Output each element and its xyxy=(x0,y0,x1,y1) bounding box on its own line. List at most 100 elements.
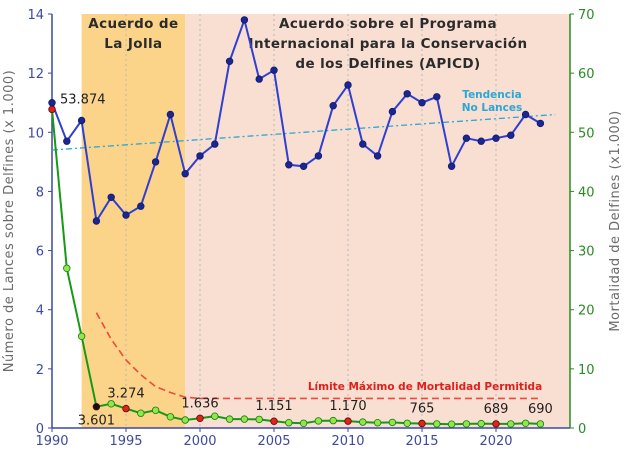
trend-line xyxy=(51,113,556,151)
y-left-tick-label: 0 xyxy=(36,422,44,437)
data-series xyxy=(48,16,545,428)
y-right-tick-label: 20 xyxy=(578,304,595,319)
series-point-lances xyxy=(521,110,530,119)
trend-line-label: Tendencia xyxy=(462,89,521,101)
series-point-lances xyxy=(492,134,500,142)
series-point-mortalidad xyxy=(507,420,515,428)
series-point-lances xyxy=(359,140,367,148)
y-left-tick-label: 6 xyxy=(36,245,44,260)
y-left-tick-label: 4 xyxy=(36,304,44,319)
series-point-lances xyxy=(433,93,441,101)
series-point-lances xyxy=(225,57,234,65)
series-point-lances xyxy=(166,110,175,119)
data-label: 1.151 xyxy=(255,399,292,414)
x-tick-label: 2010 xyxy=(331,434,364,449)
series-point-lances xyxy=(477,137,485,145)
series-point-lances xyxy=(181,169,189,178)
series-point-lances xyxy=(48,98,56,107)
series-point-mortalidad xyxy=(196,414,204,422)
y-left-tick-label: 14 xyxy=(27,8,44,23)
series-point-lances xyxy=(314,152,323,160)
x-tick-label: 2020 xyxy=(479,434,512,449)
region-title-apicd: Internacional para la Conservación xyxy=(249,36,528,52)
series-point-mortalidad xyxy=(477,419,485,428)
data-label: 689 xyxy=(484,402,509,417)
tick-labels: 0 2 4 6 8 10 12 14 0 10 20 30 40 50 60 70 1990 1995 2000 20… xyxy=(27,8,594,449)
series-point-mortalidad xyxy=(314,417,323,425)
series-point-lances xyxy=(344,81,352,89)
x-tick-label: 1990 xyxy=(35,434,68,449)
y-left-tick-label: 2 xyxy=(36,363,44,378)
data-label: 53.874 xyxy=(60,92,106,107)
series-point-mortalidad xyxy=(166,413,175,421)
series-point-mortalidad xyxy=(299,419,308,427)
series-point-mortalidad xyxy=(447,420,456,428)
series-line-lances xyxy=(51,16,541,224)
y-right-tick-label: 10 xyxy=(578,363,595,378)
series-point-lances xyxy=(211,140,219,148)
series-point-mortalidad xyxy=(225,415,234,423)
series-point-lances xyxy=(299,162,308,170)
x-tick-label: 1995 xyxy=(109,434,142,449)
x-tick-label: 2005 xyxy=(257,434,290,449)
series-point-lances xyxy=(137,202,145,210)
region-title-la-jolla: La Jolla xyxy=(104,36,162,52)
series-point-lances xyxy=(240,16,249,24)
series-point-mortalidad xyxy=(107,400,115,408)
y-left-tick-label: 10 xyxy=(27,126,44,141)
series-point-mortalidad xyxy=(151,406,160,414)
series-point-lances xyxy=(92,217,101,225)
series-point-mortalidad xyxy=(462,420,471,428)
series-point-mortalidad xyxy=(122,404,130,413)
series-point-lances xyxy=(536,119,545,128)
y-left-axis-title: Número de Lances sobre Delfines (x 1.000… xyxy=(2,70,17,372)
data-labels: 53.874 3.601 3.274 1.636 1.151 1.170 765 689 690 xyxy=(60,92,553,428)
series-point-mortalidad xyxy=(344,417,352,425)
series-point-mortalidad xyxy=(63,264,71,272)
series-point-mortalidad xyxy=(48,105,56,114)
series-point-lances xyxy=(270,66,278,74)
series-point-mortalidad xyxy=(270,417,278,425)
series-point-lances xyxy=(329,101,337,110)
series-point-mortalidad xyxy=(77,332,86,340)
series-point-lances xyxy=(255,75,263,83)
y-left-tick-label: 8 xyxy=(36,185,44,200)
series-point-mortalidad xyxy=(329,416,337,425)
y-right-axis-title: Mortalidad de Delfines (x1.000) xyxy=(608,110,623,331)
region-title-la-jolla: Acuerdo de xyxy=(88,16,178,32)
series-point-lances xyxy=(507,131,515,139)
series-point-mortalidad xyxy=(373,419,382,427)
limit-line-label: Límite Máximo de Mortalidad Permitida xyxy=(308,381,542,393)
region-backgrounds xyxy=(81,14,570,428)
y-right-tick-label: 60 xyxy=(578,67,595,82)
series-point-mortalidad xyxy=(255,415,263,424)
series-point-mortalidad xyxy=(181,416,189,424)
data-label: 1.170 xyxy=(329,399,366,414)
series-point-lances xyxy=(77,116,86,125)
series-point-mortalidad xyxy=(137,409,145,417)
data-label: 3.274 xyxy=(107,387,144,402)
data-label: 690 xyxy=(528,402,553,417)
y-right-tick-label: 50 xyxy=(578,126,595,141)
series-point-mortalidad xyxy=(359,418,367,426)
x-tick-label: 2015 xyxy=(405,434,438,449)
y-right-tick-label: 70 xyxy=(578,8,595,23)
series-point-mortalidad xyxy=(388,418,397,427)
series-point-lances xyxy=(107,193,115,201)
series-point-lances xyxy=(63,137,71,145)
series-point-lances xyxy=(403,90,411,98)
limit-line xyxy=(95,312,541,400)
region-apicd xyxy=(185,14,570,428)
series-point-mortalidad xyxy=(521,419,530,427)
series-point-mortalidad xyxy=(492,420,500,428)
series-point-mortalidad xyxy=(433,420,441,428)
axes xyxy=(51,14,571,429)
series-point-lances xyxy=(151,158,160,166)
series-point-lances xyxy=(447,162,456,170)
y-left-tick-label: 12 xyxy=(27,67,44,82)
series-point-mortalidad xyxy=(536,420,545,428)
data-label: 1.636 xyxy=(181,396,218,411)
